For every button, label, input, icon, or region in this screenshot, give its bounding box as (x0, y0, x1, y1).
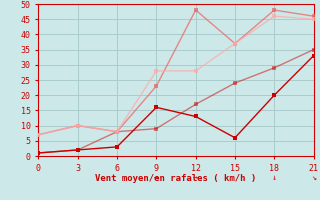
Text: ↘: ↘ (311, 173, 316, 182)
X-axis label: Vent moyen/en rafales ( km/h ): Vent moyen/en rafales ( km/h ) (95, 174, 257, 183)
Text: →: → (193, 173, 198, 182)
Text: ↓: ↓ (272, 173, 277, 182)
Text: →: → (154, 173, 159, 182)
